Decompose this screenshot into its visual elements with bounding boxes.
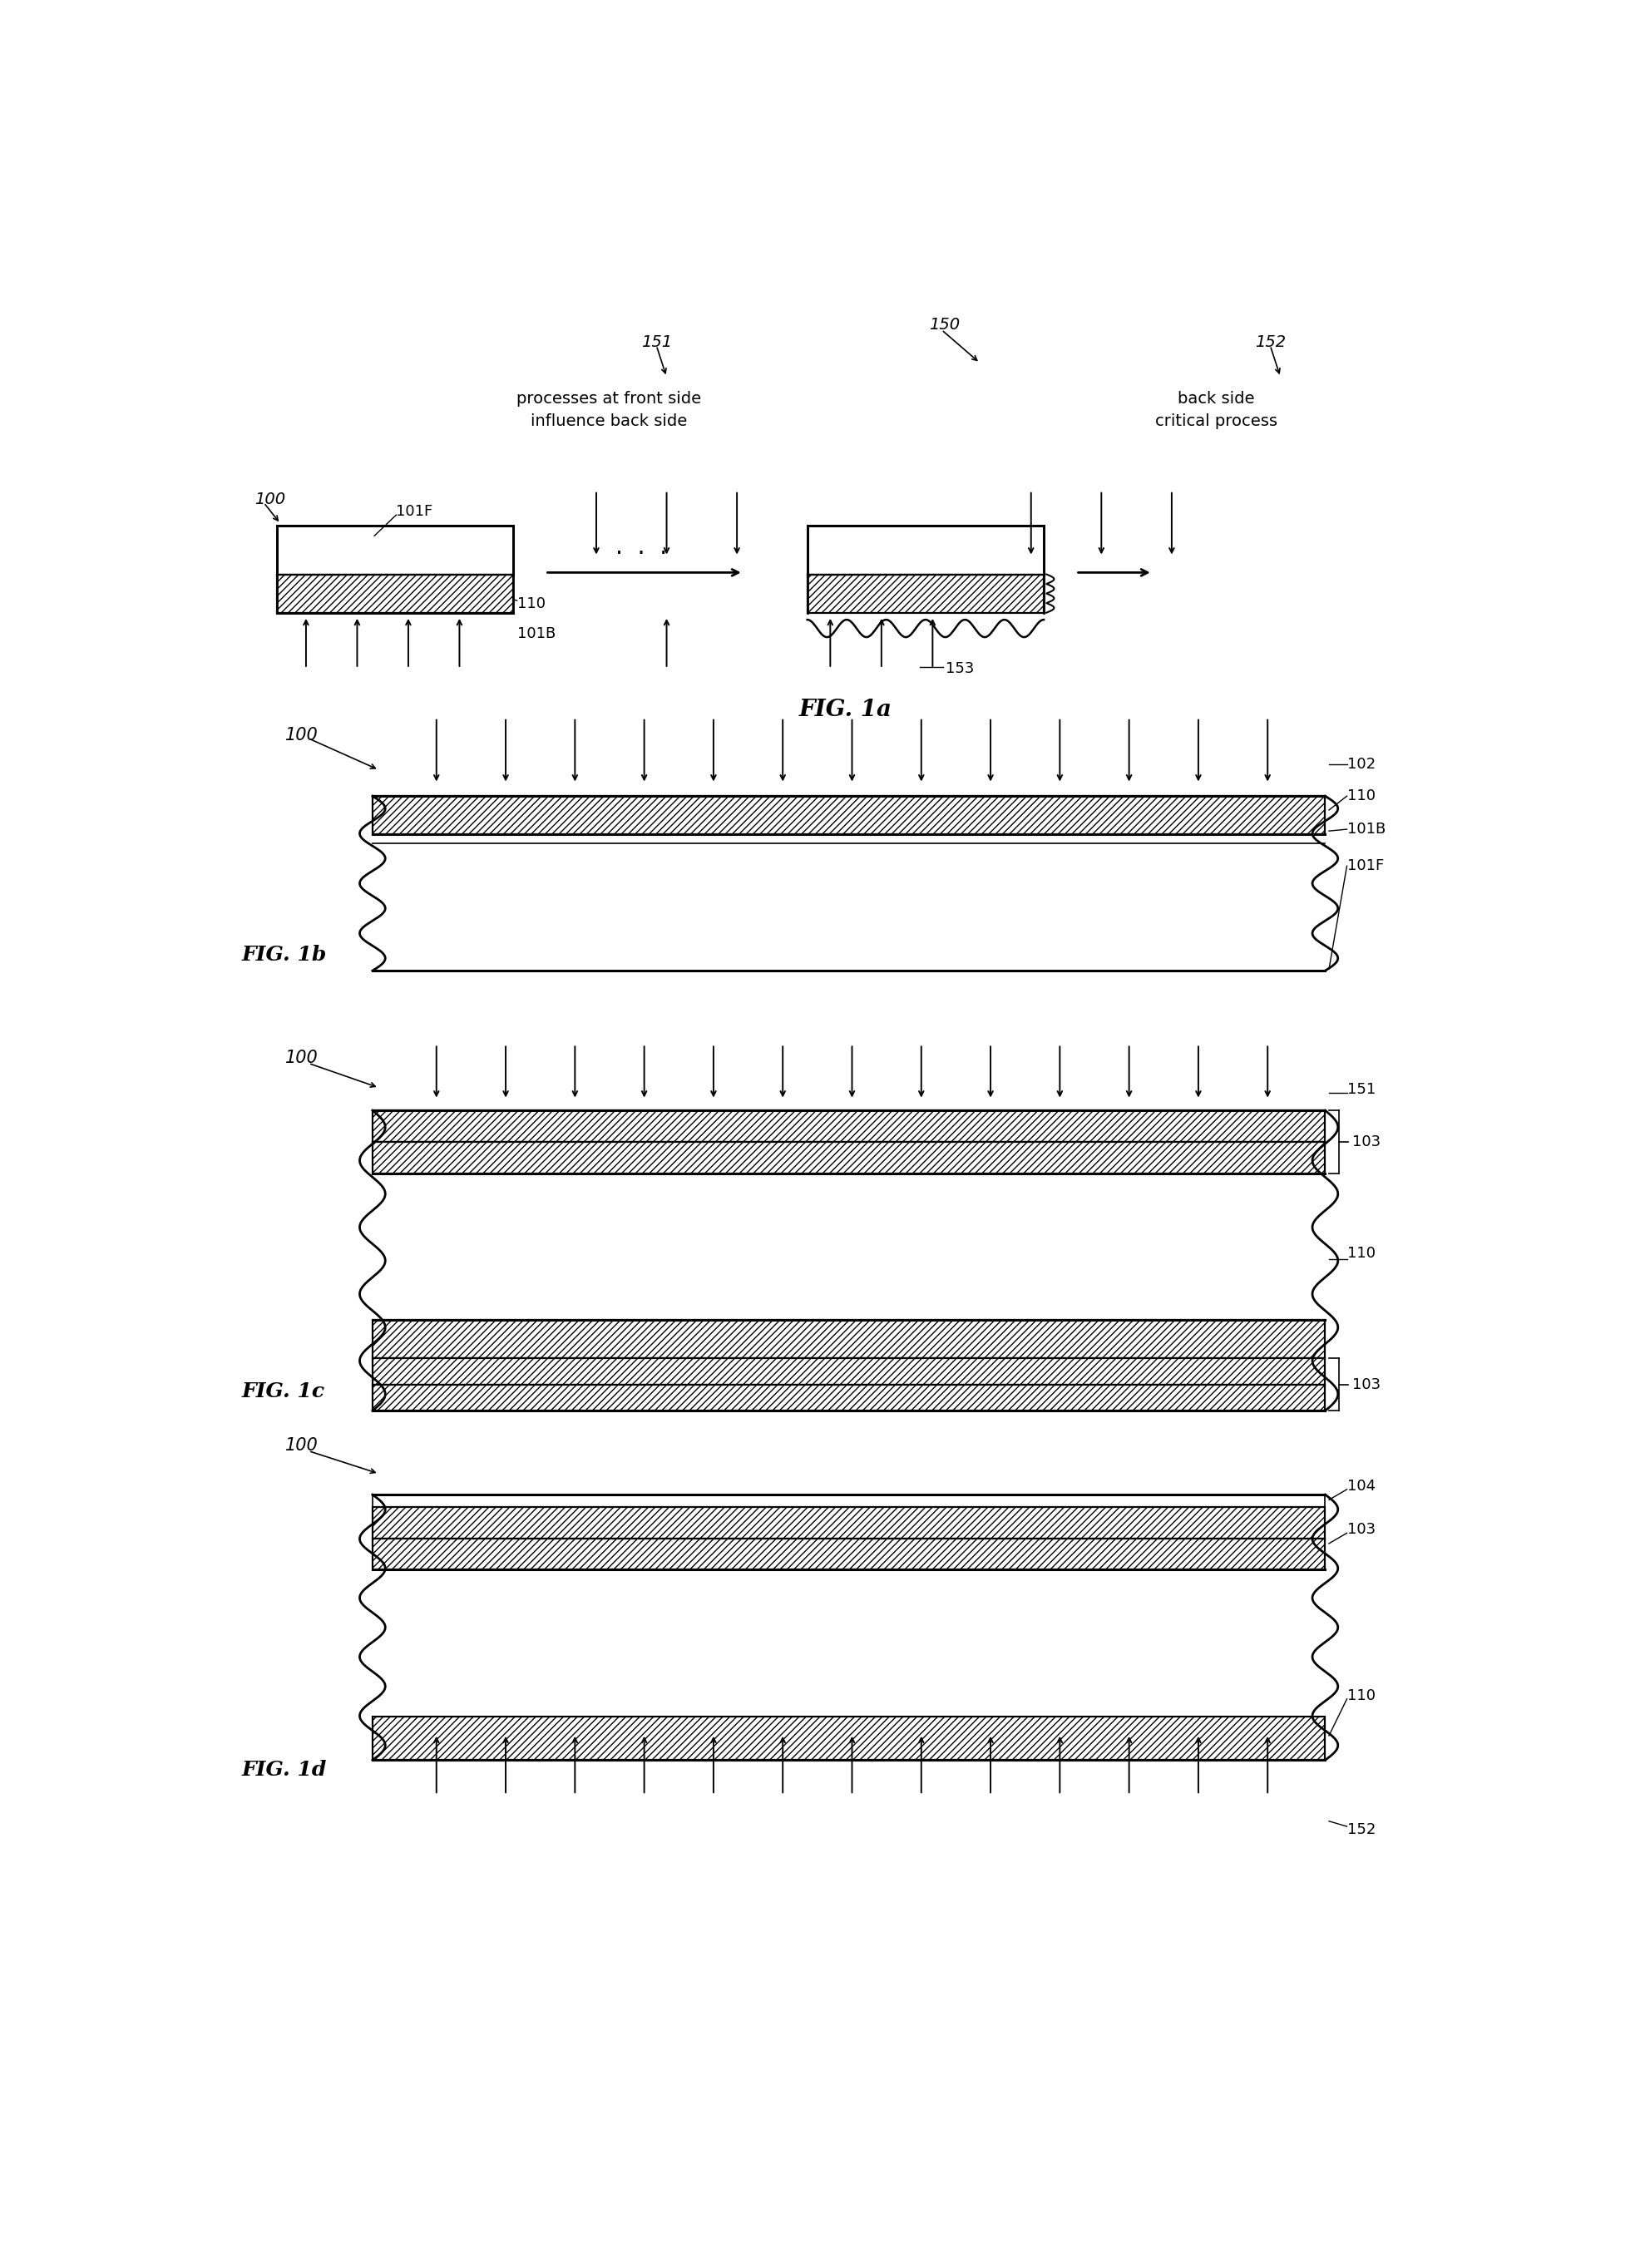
Text: 104: 104 [1346, 1479, 1376, 1492]
Bar [277, 574, 513, 612]
Text: 103: 103 [1351, 1134, 1381, 1150]
Text: 110: 110 [516, 596, 544, 612]
Bar [807, 526, 1044, 574]
Text: 100: 100 [254, 492, 285, 508]
Text: 153: 153 [945, 660, 974, 676]
Text: FIG. 1c: FIG. 1c [243, 1381, 325, 1402]
Text: 101B: 101B [1346, 821, 1386, 837]
Text: 110: 110 [1346, 1245, 1374, 1261]
Text: 152: 152 [1256, 333, 1285, 349]
Text: 101F: 101F [1346, 857, 1384, 873]
Text: 102: 102 [1346, 758, 1376, 771]
Text: 150: 150 [929, 318, 960, 333]
Text: FIG. 1a: FIG. 1a [799, 699, 893, 721]
Text: 100: 100 [285, 1438, 318, 1454]
Text: 101B: 101B [516, 626, 556, 642]
Text: 101F: 101F [396, 503, 432, 519]
Text: back side
critical process: back side critical process [1155, 390, 1277, 429]
Bar [807, 574, 1044, 612]
Text: 100: 100 [285, 1050, 318, 1066]
Text: 100: 100 [285, 726, 318, 744]
Bar [373, 1320, 1325, 1359]
Bar [277, 526, 513, 574]
Text: 152: 152 [1346, 1823, 1376, 1837]
Text: 110: 110 [1346, 1687, 1374, 1703]
Text: 110: 110 [1346, 789, 1374, 803]
Text: 151: 151 [1346, 1082, 1376, 1098]
Bar [373, 1141, 1325, 1173]
Bar [373, 796, 1325, 835]
Bar [373, 1495, 1325, 1506]
Bar [373, 1111, 1325, 1141]
Text: FIG. 1d: FIG. 1d [243, 1760, 327, 1780]
Bar [373, 1383, 1325, 1411]
Bar [373, 1717, 1325, 1760]
Text: 103: 103 [1351, 1377, 1381, 1393]
Text: 151: 151 [642, 333, 672, 349]
Bar [373, 1538, 1325, 1569]
Bar [373, 1359, 1325, 1383]
Text: processes at front side
influence back side: processes at front side influence back s… [516, 390, 701, 429]
Text: ·  ·  ·: · · · [615, 542, 667, 565]
Bar [373, 1506, 1325, 1538]
Text: FIG. 1b: FIG. 1b [243, 943, 327, 964]
Text: 103: 103 [1346, 1522, 1376, 1538]
